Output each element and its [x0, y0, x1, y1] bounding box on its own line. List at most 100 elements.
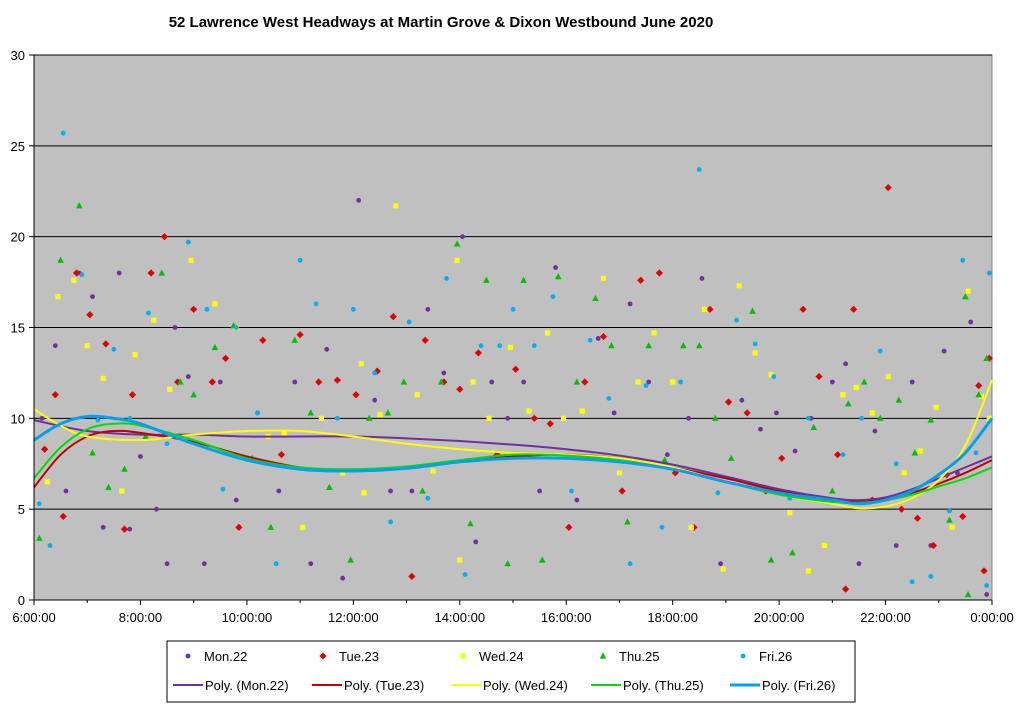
trendline-poly-fri-26 — [33, 414, 994, 506]
data-point — [393, 203, 399, 209]
data-point — [569, 488, 574, 494]
legend-entries: Mon.22 Tue.23 Wed.24 Thu.25 Fri.26 Poly. (Mon… — [173, 649, 835, 693]
data-point — [211, 343, 219, 351]
x-tick-label: 14:00:00 — [434, 610, 485, 625]
data-point — [973, 450, 979, 456]
data-point — [949, 524, 955, 530]
data-point — [384, 409, 392, 416]
data-point — [635, 379, 641, 385]
data-point — [646, 379, 652, 385]
data-point — [421, 336, 429, 344]
data-point — [947, 508, 952, 514]
data-point — [965, 288, 971, 294]
data-point — [315, 378, 323, 386]
data-point — [608, 342, 615, 349]
data-point — [983, 354, 990, 361]
data-point — [627, 561, 633, 567]
data-point — [388, 488, 393, 494]
data-point — [55, 294, 61, 300]
data-point — [893, 461, 899, 467]
data-point — [154, 506, 159, 512]
data-point — [834, 451, 842, 459]
data-point — [699, 276, 705, 281]
data-point — [724, 398, 733, 406]
data-point — [255, 410, 260, 416]
data-point — [441, 370, 447, 376]
data-point — [84, 343, 90, 349]
data-point — [829, 379, 835, 385]
legend-label: Poly. (Fri.26) — [762, 678, 835, 693]
legend-label: Fri.26 — [759, 649, 792, 664]
data-point — [235, 523, 243, 531]
data-point — [425, 306, 431, 312]
series-thu-25 — [36, 202, 990, 598]
data-point — [177, 378, 184, 385]
data-point — [840, 392, 846, 398]
data-point — [505, 415, 511, 421]
x-tick-label: 22:00:00 — [860, 610, 911, 625]
data-point — [259, 336, 267, 344]
data-point — [489, 379, 495, 385]
legend-label: Poly. (Mon.22) — [205, 678, 289, 693]
data-point — [799, 305, 807, 313]
data-point — [350, 306, 356, 312]
data-point — [774, 410, 779, 416]
data-point — [984, 592, 990, 597]
y-tick-label: 5 — [18, 502, 25, 517]
data-point — [473, 539, 479, 545]
data-point — [457, 557, 463, 563]
legend-label: Tue.23 — [339, 649, 379, 664]
x-tick-label: 16:00:00 — [541, 610, 592, 625]
y-axis-ticks: 0 5 10 15 20 25 30 — [11, 48, 34, 608]
data-point — [300, 524, 306, 530]
data-point — [917, 448, 923, 454]
data-point — [671, 469, 679, 477]
data-point — [752, 350, 758, 356]
data-point — [147, 269, 155, 277]
data-point — [637, 276, 645, 284]
data-point — [579, 408, 585, 414]
data-point — [661, 456, 668, 463]
data-point — [188, 257, 194, 263]
data-point — [869, 410, 875, 416]
data-point — [860, 378, 868, 385]
data-point — [702, 306, 708, 312]
data-point — [550, 294, 556, 300]
data-point — [768, 372, 774, 378]
data-point — [313, 301, 319, 307]
data-point — [190, 305, 198, 313]
data-point — [233, 325, 239, 330]
data-point — [805, 568, 811, 574]
data-point — [872, 428, 878, 434]
data-point — [146, 310, 151, 316]
x-tick-label: 12:00:00 — [328, 610, 379, 625]
data-point — [565, 523, 573, 531]
data-point — [292, 379, 298, 385]
data-point — [787, 510, 793, 516]
data-point — [856, 561, 862, 567]
data-point — [718, 561, 723, 567]
data-point — [980, 567, 988, 575]
data-point — [36, 534, 43, 541]
data-point — [720, 566, 726, 572]
data-point — [573, 378, 581, 385]
data-point — [497, 343, 503, 349]
data-points — [36, 130, 993, 598]
data-point — [51, 391, 59, 399]
chart-title: 52 Lawrence West Headways at Martin Grov… — [169, 14, 714, 31]
series-mon-22 — [39, 197, 990, 597]
data-point — [743, 409, 751, 417]
data-point — [324, 346, 330, 352]
data-point — [47, 543, 53, 548]
data-point — [36, 501, 42, 507]
data-point — [690, 523, 698, 531]
legend-label: Poly. (Wed.24) — [483, 678, 568, 693]
data-point — [688, 524, 694, 530]
data-point — [876, 414, 884, 421]
data-point — [318, 415, 324, 421]
data-point — [560, 415, 567, 421]
data-point — [59, 512, 67, 521]
data-point — [850, 305, 858, 313]
data-point — [927, 416, 935, 423]
